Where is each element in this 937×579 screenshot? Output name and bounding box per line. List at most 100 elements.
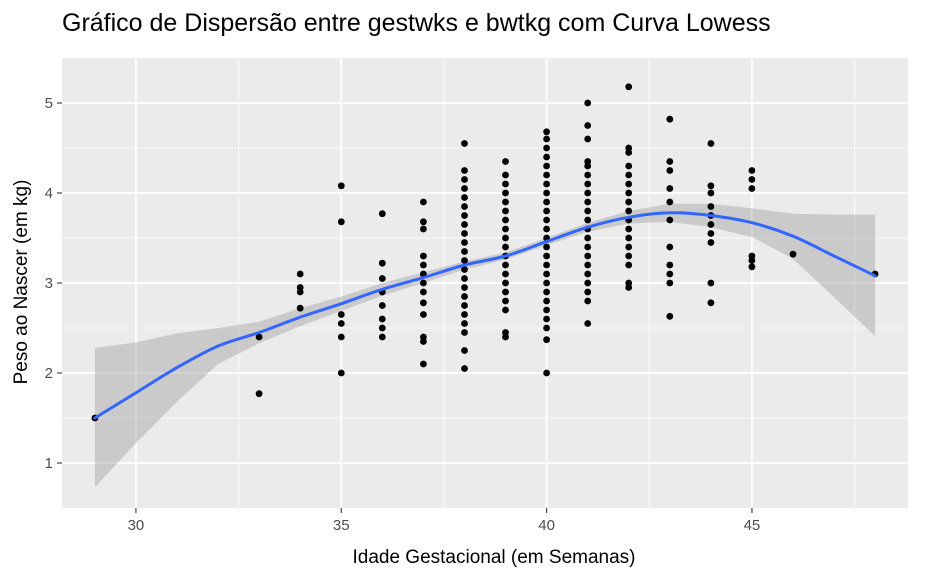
data-point bbox=[337, 320, 345, 327]
data-point bbox=[502, 243, 509, 251]
data-point bbox=[543, 270, 550, 278]
data-point bbox=[296, 304, 304, 312]
data-point bbox=[543, 336, 550, 344]
data-point bbox=[707, 182, 715, 190]
data-point bbox=[584, 270, 592, 278]
data-point bbox=[707, 239, 715, 246]
data-point bbox=[543, 135, 550, 143]
data-point bbox=[502, 189, 509, 197]
data-point bbox=[461, 275, 468, 282]
data-point bbox=[420, 288, 427, 296]
data-point bbox=[502, 288, 509, 296]
data-point bbox=[461, 293, 468, 300]
data-point bbox=[543, 180, 550, 188]
data-point bbox=[666, 270, 674, 278]
data-point bbox=[584, 122, 592, 129]
y-axis: 1 2 3 4 5 bbox=[45, 95, 62, 472]
data-point bbox=[707, 299, 715, 307]
y-tick-label: 5 bbox=[45, 95, 53, 112]
data-point bbox=[625, 180, 633, 188]
data-point bbox=[666, 279, 674, 287]
data-point bbox=[296, 270, 304, 278]
data-point bbox=[625, 171, 633, 179]
data-point bbox=[543, 297, 550, 305]
data-point bbox=[378, 259, 386, 267]
data-point bbox=[502, 279, 509, 287]
data-point bbox=[666, 185, 674, 192]
data-point bbox=[461, 239, 468, 246]
data-point bbox=[625, 149, 633, 156]
data-point bbox=[789, 250, 797, 258]
data-point bbox=[420, 261, 427, 269]
data-point bbox=[543, 315, 550, 323]
data-point bbox=[461, 347, 468, 354]
data-point bbox=[543, 189, 550, 197]
data-point bbox=[502, 180, 509, 188]
x-tick-label: 35 bbox=[333, 517, 350, 534]
data-point bbox=[461, 365, 468, 372]
data-point bbox=[584, 198, 592, 206]
data-point bbox=[666, 216, 674, 224]
data-point bbox=[666, 243, 674, 251]
data-point bbox=[707, 221, 715, 228]
data-point bbox=[461, 248, 468, 255]
data-point bbox=[584, 320, 592, 327]
data-point bbox=[502, 306, 509, 314]
data-point bbox=[543, 288, 550, 296]
data-point bbox=[666, 261, 674, 269]
data-point bbox=[748, 176, 756, 183]
data-point bbox=[378, 210, 386, 218]
data-point bbox=[584, 234, 592, 242]
lowess-curve-layer bbox=[93, 211, 877, 420]
data-point bbox=[625, 189, 633, 197]
data-point bbox=[543, 171, 550, 179]
data-point bbox=[666, 167, 674, 174]
y-tick-label: 4 bbox=[45, 185, 53, 202]
data-point bbox=[337, 182, 345, 190]
data-point bbox=[461, 167, 468, 174]
data-point bbox=[748, 257, 756, 264]
x-axis-title: Idade Gestacional (em Semanas) bbox=[352, 547, 635, 568]
data-point bbox=[461, 194, 468, 201]
data-point bbox=[502, 297, 509, 305]
data-point bbox=[502, 171, 509, 179]
data-point bbox=[584, 135, 592, 143]
data-point bbox=[584, 216, 592, 224]
data-point bbox=[707, 230, 715, 237]
data-point bbox=[502, 207, 509, 215]
data-point bbox=[461, 320, 468, 327]
data-point bbox=[502, 333, 509, 341]
chart-title: Gráfico de Dispersão entre gestwks e bwt… bbox=[62, 9, 771, 37]
data-point bbox=[543, 324, 550, 332]
data-point bbox=[337, 311, 345, 318]
data-point bbox=[584, 261, 592, 269]
data-point bbox=[543, 128, 550, 136]
data-point bbox=[543, 144, 550, 152]
data-point bbox=[461, 176, 468, 183]
data-point bbox=[707, 203, 715, 210]
data-point bbox=[707, 189, 715, 197]
data-point bbox=[502, 216, 509, 224]
data-point bbox=[543, 243, 550, 251]
data-point bbox=[420, 279, 427, 287]
data-point bbox=[461, 329, 468, 336]
data-point bbox=[543, 369, 550, 377]
data-point bbox=[461, 266, 468, 273]
data-point bbox=[378, 315, 386, 323]
y-tick-label: 3 bbox=[45, 275, 53, 292]
data-point bbox=[543, 261, 550, 269]
data-point bbox=[748, 263, 756, 271]
x-axis: 30 35 40 45 bbox=[128, 508, 760, 534]
data-point bbox=[625, 225, 633, 233]
y-tick-label: 1 bbox=[45, 455, 53, 472]
data-point bbox=[461, 257, 468, 264]
data-point bbox=[378, 324, 386, 332]
data-point bbox=[707, 279, 715, 287]
x-tick-label: 30 bbox=[128, 517, 145, 534]
data-point bbox=[461, 185, 468, 192]
data-point bbox=[748, 185, 756, 192]
data-point bbox=[378, 333, 386, 341]
data-point bbox=[502, 261, 509, 269]
data-point bbox=[420, 338, 427, 345]
lowess-curve bbox=[93, 211, 877, 420]
